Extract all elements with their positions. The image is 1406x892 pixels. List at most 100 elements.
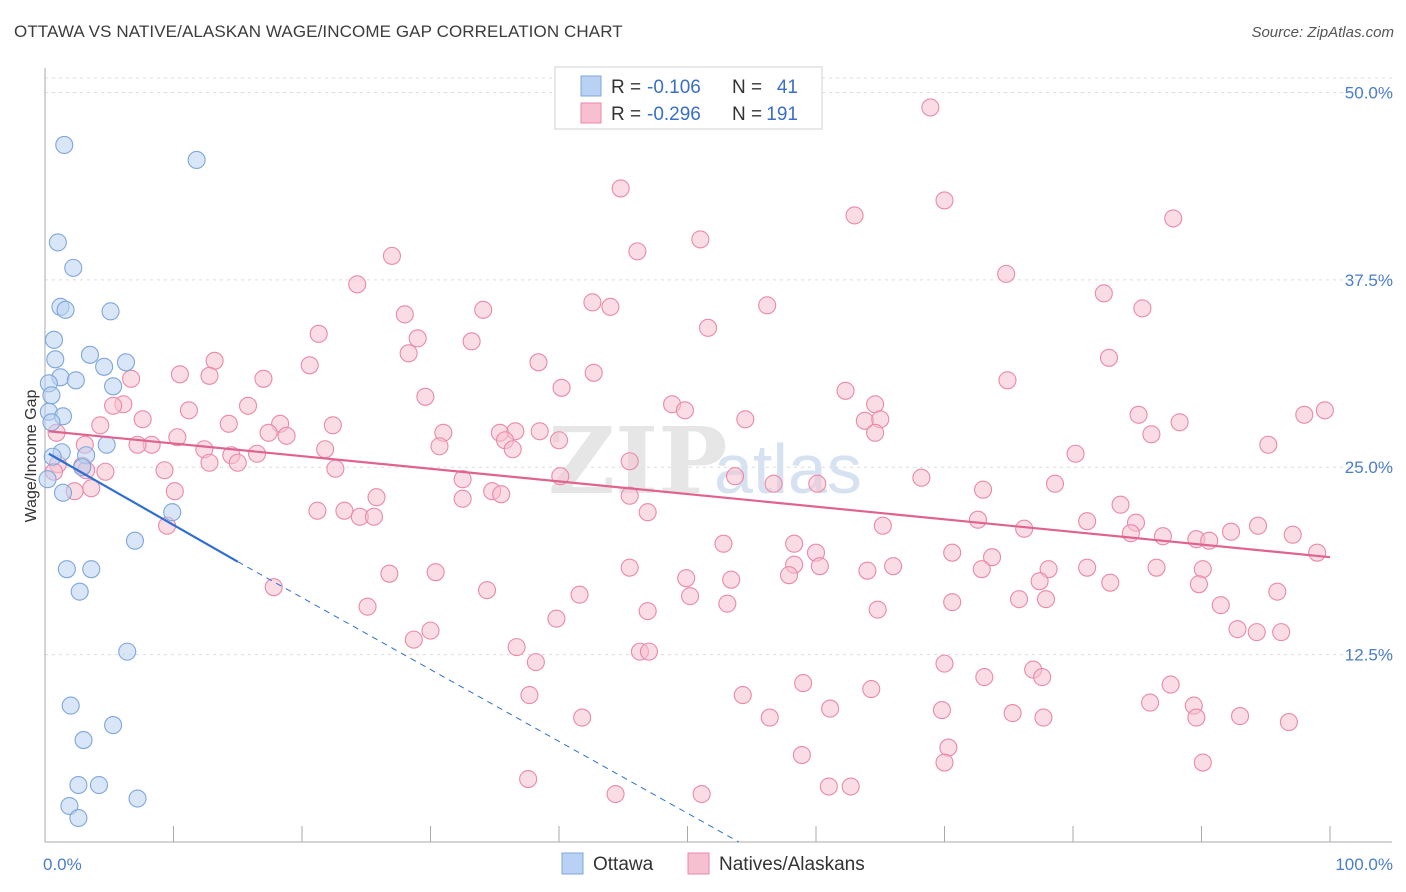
point-natives-alaskans-89: [725, 467, 745, 486]
point-ottawa-35: [74, 731, 93, 750]
point-natives-alaskans-183: [1034, 708, 1053, 727]
point-natives-alaskans-3: [845, 206, 864, 225]
point-natives-alaskans-43: [1295, 405, 1314, 424]
point-natives-alaskans-193: [692, 784, 711, 804]
y-axis-title: Wage/Income Gap: [23, 390, 40, 523]
point-ottawa-36: [69, 775, 88, 795]
point-ottawa-16: [42, 386, 61, 405]
point-natives-alaskans-195: [841, 777, 860, 796]
point-natives-alaskans-8: [997, 264, 1016, 283]
point-natives-alaskans-141: [722, 570, 741, 589]
point-natives-alaskans-7: [382, 246, 402, 265]
point-natives-alaskans-19: [408, 329, 427, 348]
point-ottawa-13: [66, 371, 85, 390]
point-ottawa-40: [69, 808, 88, 828]
point-natives-alaskans-142: [779, 566, 799, 585]
point-natives-alaskans-2: [935, 191, 954, 210]
point-natives-alaskans-103: [1111, 495, 1130, 514]
point-natives-alaskans-140: [677, 569, 696, 588]
point-natives-alaskans-31: [998, 371, 1017, 390]
point-natives-alaskans-1: [611, 179, 630, 198]
point-natives-alaskans-108: [364, 507, 384, 526]
point-natives-alaskans-21: [399, 344, 418, 363]
point-natives-alaskans-92: [808, 474, 827, 493]
point-ottawa-14: [104, 377, 123, 396]
point-natives-alaskans-192: [606, 784, 625, 804]
point-natives-alaskans-156: [358, 597, 377, 616]
legend: R = -0.106 N = 41 R = -0.296 N = 191: [554, 66, 823, 130]
point-ottawa-3: [64, 258, 83, 277]
point-ottawa-33: [61, 696, 80, 715]
point-natives-alaskans-169: [935, 654, 954, 673]
point-ottawa-38: [128, 789, 147, 808]
point-natives-alaskans-124: [943, 543, 962, 562]
point-natives-alaskans-139: [380, 564, 399, 583]
grid-lines: [45, 77, 1392, 656]
legend-n-value-ottawa: 41: [777, 77, 798, 98]
point-natives-alaskans-46: [736, 410, 755, 429]
point-natives-alaskans-155: [1268, 582, 1287, 601]
chart-title: OTTAWA VS NATIVE/ALASKAN WAGE/INCOME GAP…: [14, 22, 623, 41]
point-natives-alaskans-191: [519, 769, 538, 789]
point-natives-alaskans-78: [200, 453, 219, 472]
point-natives-alaskans-68: [549, 431, 569, 450]
point-natives-alaskans-42: [675, 401, 694, 420]
point-natives-alaskans-38: [104, 396, 123, 415]
point-natives-alaskans-137: [620, 558, 639, 577]
point-ottawa-1: [187, 150, 206, 169]
legend-n-value-natives-alaskans: 191: [766, 104, 798, 125]
point-natives-alaskans-84: [155, 461, 174, 480]
point-natives-alaskans-138: [426, 563, 445, 582]
point-natives-alaskans-157: [638, 602, 657, 621]
point-natives-alaskans-174: [1161, 675, 1180, 694]
legend-r-label-natives-alaskans: R =: [611, 104, 641, 125]
point-natives-alaskans-146: [264, 578, 283, 597]
point-natives-alaskans-28: [200, 366, 219, 385]
trend-lines: [48, 430, 1331, 843]
point-natives-alaskans-160: [421, 621, 440, 640]
point-natives-alaskans-56: [259, 423, 278, 442]
point-ottawa-29: [57, 560, 76, 579]
point-ottawa-19: [42, 413, 61, 432]
point-natives-alaskans-177: [520, 686, 539, 705]
point-natives-alaskans-144: [1101, 573, 1120, 592]
point-natives-alaskans-100: [620, 486, 639, 505]
point-natives-alaskans-17: [699, 318, 718, 337]
point-natives-alaskans-161: [1228, 620, 1247, 639]
watermark: ZIP atlas: [548, 407, 862, 515]
point-natives-alaskans-32: [552, 378, 571, 397]
point-natives-alaskans-122: [785, 534, 804, 553]
point-ottawa-34: [104, 716, 123, 735]
point-natives-alaskans-30: [122, 369, 141, 388]
point-ottawa-26: [53, 483, 73, 502]
point-natives-alaskans-80: [620, 452, 639, 471]
point-natives-alaskans-130: [1147, 558, 1166, 577]
point-natives-alaskans-126: [982, 548, 1002, 567]
point-natives-alaskans-186: [1003, 704, 1022, 723]
point-ottawa-37: [89, 775, 109, 795]
point-natives-alaskans-121: [1283, 525, 1302, 544]
point-ottawa-28: [125, 531, 144, 550]
bottom-legend-label-ottawa: Ottawa: [593, 854, 654, 875]
point-natives-alaskans-181: [760, 708, 779, 727]
point-natives-alaskans-24: [529, 353, 548, 372]
point-natives-alaskans-9: [348, 275, 367, 294]
point-natives-alaskans-113: [873, 516, 892, 535]
point-natives-alaskans-178: [1141, 693, 1160, 712]
point-natives-alaskans-96: [165, 482, 184, 501]
point-natives-alaskans-176: [733, 686, 752, 705]
point-natives-alaskans-104: [308, 501, 327, 520]
bottom-legend-swatch-natives-alaskans: [687, 852, 710, 875]
point-natives-alaskans-4: [1164, 209, 1183, 228]
point-natives-alaskans-0: [921, 98, 940, 117]
point-ottawa-0: [55, 135, 74, 155]
point-natives-alaskans-90: [912, 468, 931, 487]
point-natives-alaskans-73: [316, 440, 335, 459]
point-natives-alaskans-189: [935, 753, 954, 772]
point-natives-alaskans-132: [1078, 558, 1097, 577]
point-natives-alaskans-129: [1039, 560, 1058, 579]
point-natives-alaskans-147: [477, 581, 497, 600]
point-natives-alaskans-173: [1033, 668, 1052, 687]
trend-line-ottawa: [48, 452, 239, 563]
